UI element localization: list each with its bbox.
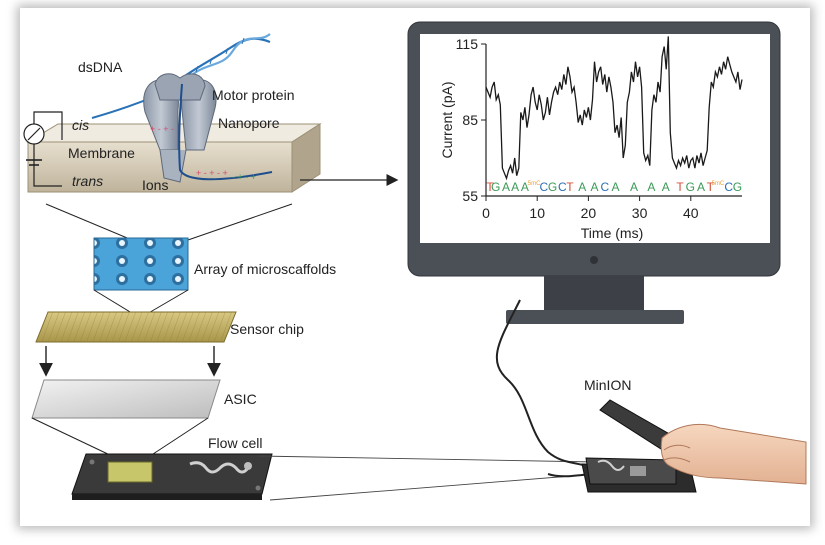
x-tick-label: 40	[683, 205, 699, 221]
zoom-lines-minion	[257, 455, 597, 501]
base-label: T	[676, 180, 684, 194]
flow-cell	[71, 453, 273, 500]
base-label: T	[566, 180, 574, 194]
base-label: 5mC	[528, 181, 541, 187]
svg-text:- + - +: - + - +	[232, 172, 256, 182]
label-sensor-chip: Sensor chip	[230, 321, 304, 337]
label-nanopore: Nanopore	[218, 115, 280, 131]
x-ticks: 0 10 20 30 40	[482, 196, 699, 221]
label-cis: cis	[72, 117, 89, 133]
base-label: T	[707, 180, 715, 194]
usb-cable	[495, 299, 589, 467]
x-tick-label: 20	[581, 205, 597, 221]
label-ions: Ions	[142, 177, 168, 193]
base-label: C	[724, 180, 733, 194]
base-label: A	[521, 180, 529, 194]
nanopore-protein: + - + - + - + - + - + - +	[143, 73, 273, 183]
base-label: A	[502, 180, 510, 194]
y-tick-label: 115	[456, 36, 479, 52]
base-label: G	[686, 180, 695, 194]
svg-text:+ - + - +: + - + - +	[196, 168, 228, 178]
y-tick-label: 85	[462, 112, 478, 128]
base-label: A	[630, 180, 638, 194]
base-label: A	[591, 180, 599, 194]
asic-chip	[31, 379, 221, 457]
current-trace-line	[485, 36, 743, 181]
base-label: G	[548, 180, 557, 194]
label-dsdna: dsDNA	[78, 59, 123, 75]
x-axis-label: Time (ms)	[581, 225, 643, 241]
label-motor-protein: Motor protein	[212, 87, 294, 103]
ammeter-circuit	[23, 111, 63, 187]
base-label: T	[486, 180, 494, 194]
label-flow-cell: Flow cell	[208, 435, 262, 451]
arrows-chip-to-asic	[39, 346, 221, 377]
svg-text:+ - + -: + - + -	[150, 124, 174, 134]
base-label: A	[578, 180, 586, 194]
y-axis-label: Current (pA)	[439, 81, 455, 158]
x-tick-label: 30	[632, 205, 648, 221]
microscaffold-array	[93, 237, 189, 319]
x-tick-label: 0	[482, 205, 490, 221]
label-minion: MinION	[584, 377, 631, 393]
hand-illustration	[660, 423, 807, 485]
base-label: A	[511, 180, 519, 194]
label-asic: ASIC	[224, 391, 257, 407]
base-label: A	[612, 180, 620, 194]
base-label: C	[600, 180, 609, 194]
sensor-chip	[35, 311, 237, 343]
base-label: G	[733, 180, 742, 194]
base-label: 5mC	[712, 181, 725, 187]
label-trans: trans	[72, 173, 103, 189]
y-ticks: 55 85 115	[456, 36, 486, 204]
label-membrane: Membrane	[68, 145, 135, 161]
base-label: C	[558, 180, 567, 194]
base-label: G	[491, 180, 500, 194]
x-tick-label: 10	[529, 205, 545, 221]
y-tick-label: 55	[462, 188, 478, 204]
label-array: Array of microscaffolds	[194, 261, 336, 277]
base-label: C	[540, 180, 549, 194]
base-label: A	[697, 180, 705, 194]
zoom-lines-membrane	[45, 203, 293, 241]
base-label: A	[662, 180, 670, 194]
base-label: A	[647, 180, 655, 194]
